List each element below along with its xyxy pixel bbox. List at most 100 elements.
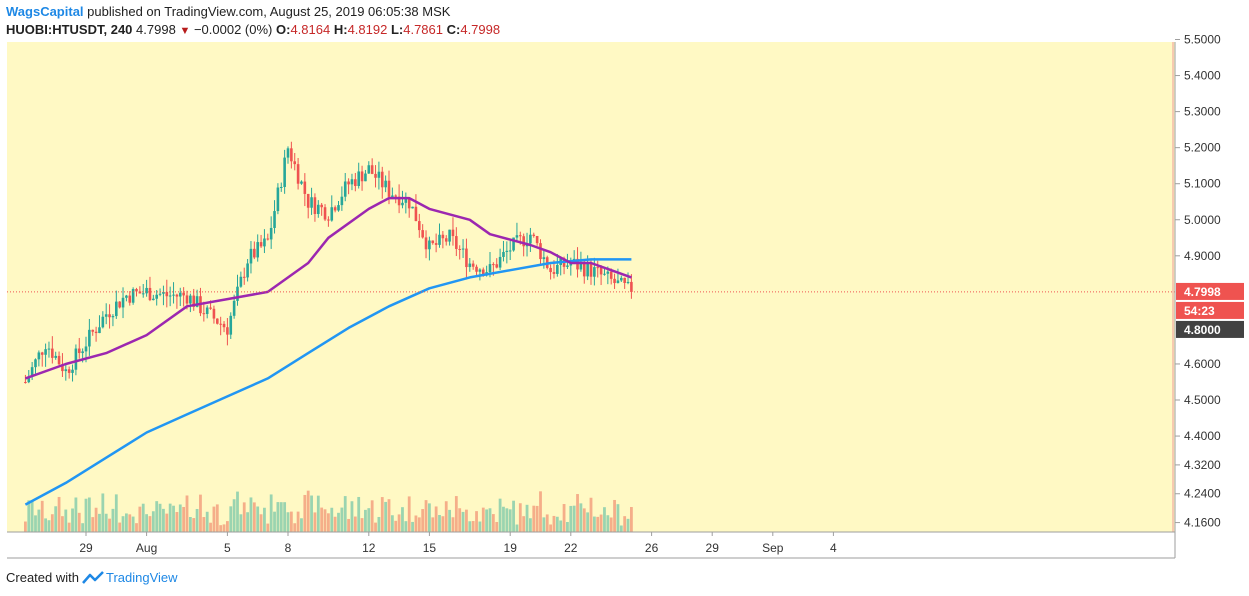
publisher-name[interactable]: WagsCapital [6, 4, 84, 19]
candle-body [478, 269, 482, 272]
candle-body [391, 195, 394, 197]
volume-bar [289, 511, 293, 532]
candle-body [138, 291, 142, 294]
candle-body [401, 202, 404, 206]
candle-body [77, 348, 81, 354]
volume-bar [111, 508, 115, 532]
volume-bar [212, 506, 216, 532]
candle-body [471, 263, 475, 267]
volume-bar [138, 506, 142, 532]
candle-body [229, 315, 233, 335]
volume-bar [125, 513, 128, 532]
candle-body [286, 148, 290, 158]
candle-body [441, 234, 445, 239]
price-tick-label: 4.4000 [1184, 429, 1221, 443]
high-label: H: [333, 22, 348, 37]
price-tick-label: 5.4000 [1184, 69, 1221, 83]
candle-body [91, 329, 95, 332]
volume-bar [518, 503, 522, 532]
volume-bar [448, 509, 451, 532]
candle-body [498, 256, 502, 268]
volume-bar [293, 523, 297, 532]
open-value: 4.8164 [290, 22, 331, 37]
volume-bar [283, 502, 287, 532]
candle-body [148, 287, 152, 301]
volume-bar [481, 507, 485, 532]
candle-body [27, 376, 31, 383]
candle-body [266, 238, 270, 240]
volume-bar [478, 521, 482, 532]
candle-body [192, 295, 196, 307]
candle-body [620, 277, 623, 281]
open-label: O: [276, 22, 291, 37]
countdown-label-bg [1176, 301, 1244, 319]
tradingview-link[interactable]: TradingView [105, 570, 178, 585]
volume-bar [572, 505, 576, 532]
volume-bar [350, 501, 354, 532]
price-tick-label: 5.5000 [1184, 33, 1221, 47]
candle-body [145, 287, 148, 294]
volume-bar [562, 504, 566, 532]
candle-body [603, 273, 606, 275]
candle-body [556, 264, 559, 274]
volume-bar [370, 500, 374, 532]
volume-bar [451, 517, 455, 532]
time-tick-label: 26 [645, 541, 659, 555]
candle-body [350, 179, 354, 185]
volume-bar [306, 490, 310, 532]
candle-body [44, 349, 47, 355]
volume-bar [104, 513, 108, 532]
volume-bar [407, 496, 411, 532]
volume-bar [195, 508, 199, 532]
volume-bar [77, 512, 81, 532]
volume-bar [522, 516, 526, 532]
price-tick-label: 5.2000 [1184, 141, 1221, 155]
time-axis[interactable]: 29 Aug 5 8 12 15 19 22 26 29 Sep 4 [7, 531, 1175, 559]
candle-body [300, 181, 303, 184]
candle-body [481, 269, 485, 276]
last-price-label-bg [1176, 282, 1244, 300]
candle-body [535, 235, 539, 244]
candle-body [212, 308, 216, 319]
volume-bar [118, 522, 122, 532]
plot-area[interactable] [7, 42, 1175, 532]
price-change: −0.0002 (0%) [193, 22, 273, 37]
candle-body [259, 242, 263, 247]
price-tick-label: 5.0000 [1184, 213, 1221, 227]
volume-bar [61, 516, 64, 532]
volume-bar [384, 501, 388, 532]
candle-body [67, 369, 71, 373]
volume-bar [596, 516, 600, 532]
price-level-label-bg [1176, 320, 1244, 338]
volume-bar [586, 512, 590, 532]
volume-bar [619, 525, 623, 532]
volume-bar [377, 516, 381, 532]
candle-body [155, 294, 158, 299]
volume-bar [512, 500, 515, 532]
price-axis[interactable]: 5.5000 5.4000 5.3000 5.2000 5.1000 5.0000 4.90… [1172, 33, 1221, 558]
time-tick-label: Sep [762, 541, 784, 555]
created-with-text: Created with [6, 570, 79, 585]
candle-body [515, 235, 519, 238]
candle-body [566, 265, 569, 267]
candle-body [121, 297, 125, 308]
candle-body [438, 234, 441, 245]
volume-bar [27, 500, 31, 532]
volume-bar [360, 518, 364, 532]
candle-body [327, 219, 330, 221]
volume-bar [444, 501, 448, 532]
candle-body [522, 236, 525, 247]
candle-body [495, 264, 499, 268]
candle-body [424, 237, 428, 250]
candle-body [377, 171, 381, 178]
candle-body [182, 292, 185, 296]
last-price-label: 4.7998 [1184, 285, 1221, 299]
candle-body [414, 206, 418, 222]
volume-bars [24, 490, 633, 532]
candle-body [468, 263, 472, 268]
volume-bar [404, 521, 408, 532]
volume-bar [229, 506, 233, 532]
candle-body [606, 271, 610, 274]
candle-body [505, 250, 509, 252]
